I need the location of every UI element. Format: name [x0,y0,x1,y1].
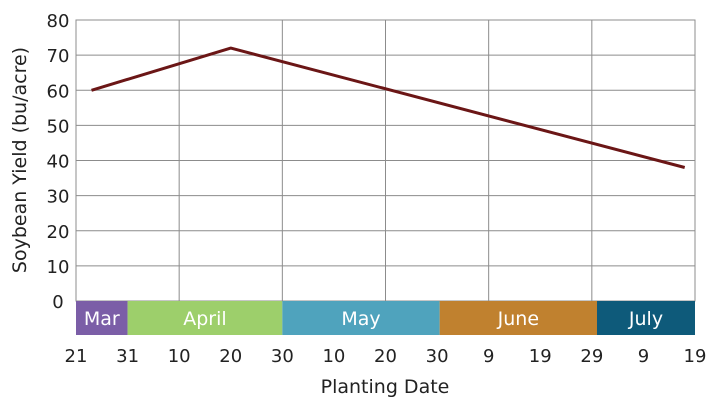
y-tick-label: 10 [47,257,70,278]
x-tick-label: 31 [116,346,139,367]
y-tick-label: 30 [47,187,70,208]
month-segment-june [439,301,597,335]
x-tick-label: 20 [219,346,242,367]
month-segment-april [127,301,283,335]
x-tick-labels: 21 31 10 20 30 10 20 30 9 19 29 9 19 [65,346,707,367]
x-tick-label: 29 [580,346,603,367]
y-tick-labels: 0 10 20 30 40 50 60 70 80 [47,11,70,313]
month-segment-may [282,301,440,335]
x-tick-label: 21 [65,346,88,367]
x-tick-label: 30 [426,346,449,367]
month-label-april: April [183,308,226,330]
x-tick-label: 10 [168,346,191,367]
x-tick-label: 30 [271,346,294,367]
month-label-may: May [341,308,380,330]
x-axis-title: Planting Date [321,376,450,398]
month-label-june: June [497,308,539,330]
y-tick-label: 20 [47,222,70,243]
x-tick-label: 9 [483,346,494,367]
y-tick-label: 40 [47,152,70,173]
y-tick-label: 80 [47,11,70,32]
x-tick-label: 9 [638,346,649,367]
y-tick-label: 70 [47,46,70,67]
x-tick-label: 19 [684,346,707,367]
y-tick-label: 50 [47,116,70,137]
x-tick-label: 10 [322,346,345,367]
month-label-mar: Mar [84,308,120,330]
month-label-july: July [628,308,663,330]
y-tick-label: 0 [52,292,63,313]
y-axis-title: Soybean Yield (bu/acre) [9,47,31,273]
series-layer [91,46,686,169]
month-band: Mar April May June July [76,301,695,335]
x-tick-label: 20 [374,346,397,367]
x-tick-label: 19 [529,346,552,367]
month-segment-july [596,301,695,335]
grid [75,19,696,302]
y-tick-label: 60 [47,81,70,102]
yield-line [91,46,686,169]
month-segment-mar [76,301,128,335]
